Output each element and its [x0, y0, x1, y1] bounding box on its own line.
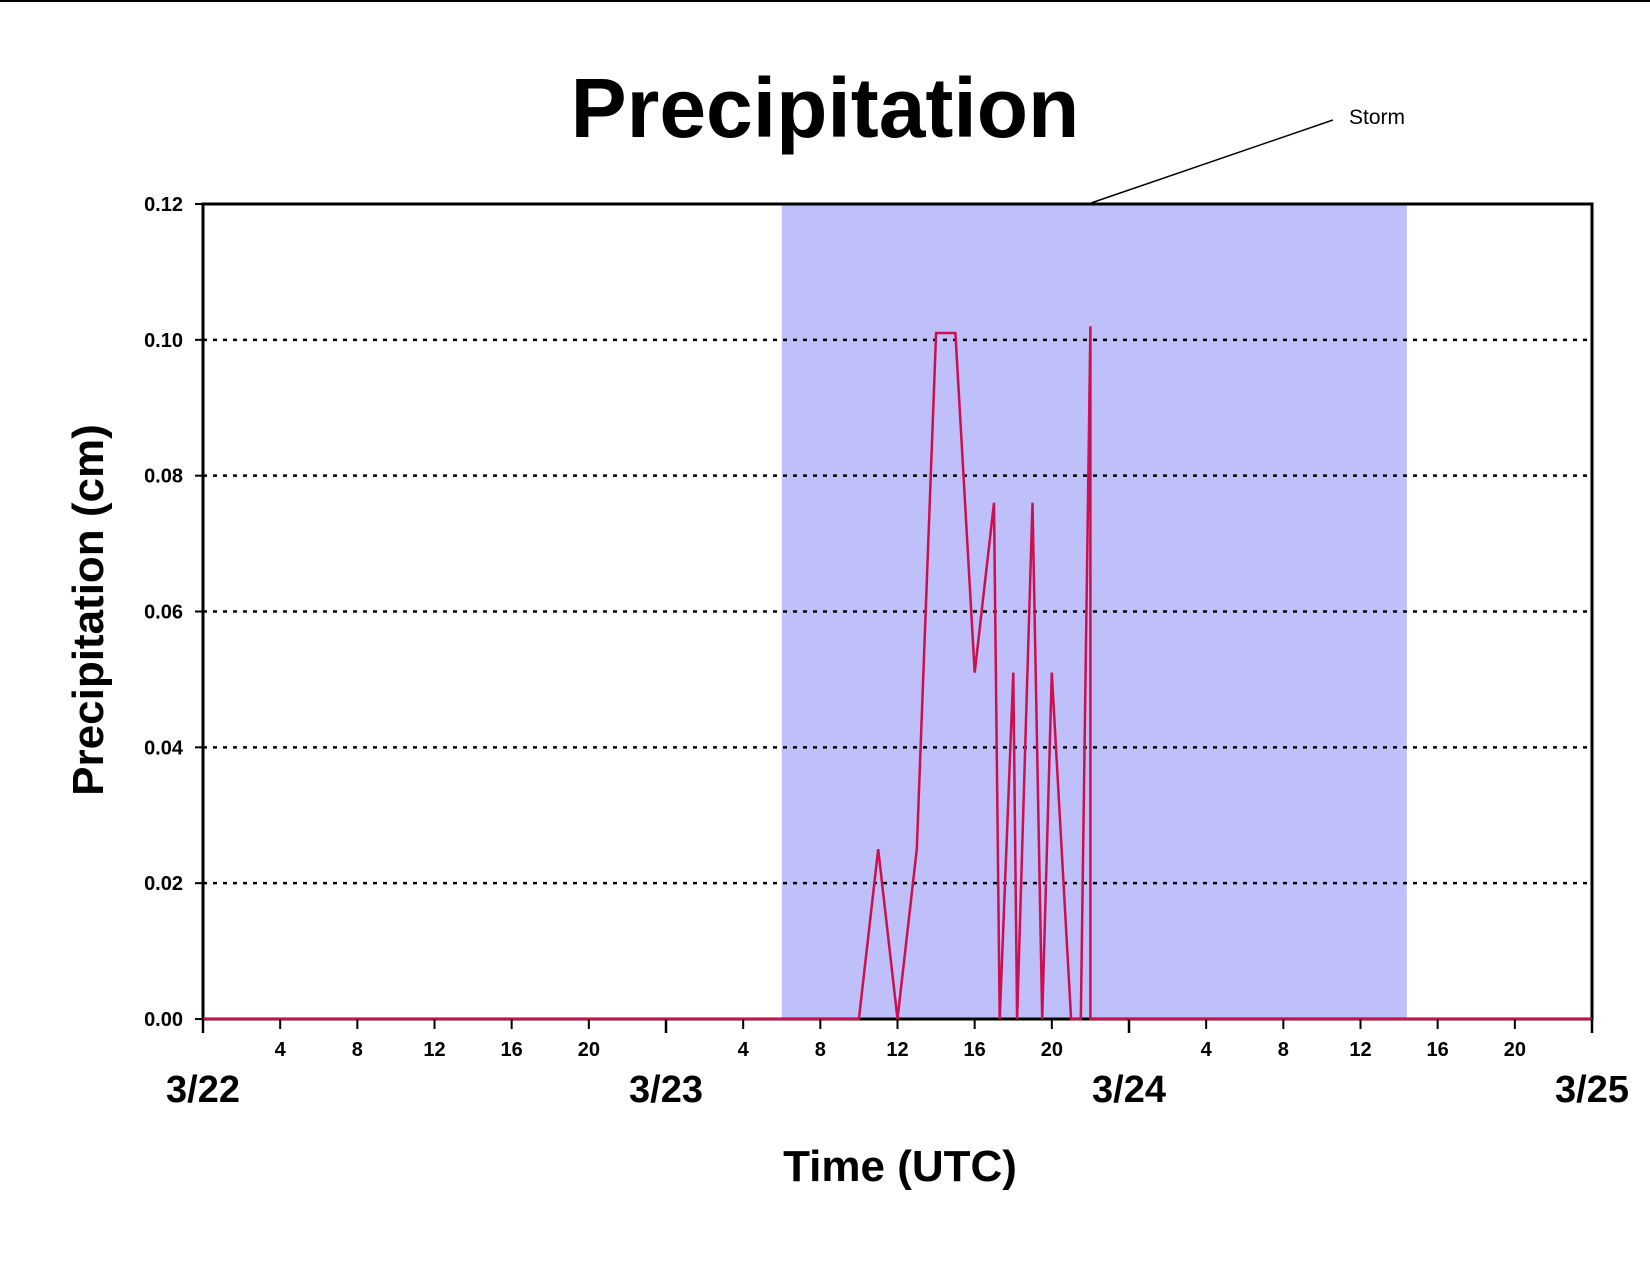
x-tick-label: 8: [1278, 1039, 1289, 1061]
storm-annotation-leader: [1090, 119, 1334, 204]
x-axis-day-labels: 3/22 3/23 3/24 3/25: [166, 1019, 1629, 1111]
day-label: 3/22: [166, 1069, 240, 1111]
y-tick-label: 0.10: [144, 330, 183, 352]
y-axis-title: Precipitation (cm): [64, 424, 113, 796]
x-tick-label: 20: [1504, 1039, 1526, 1061]
x-tick-label: 12: [1349, 1039, 1371, 1061]
x-tick-label: 12: [423, 1039, 445, 1061]
y-tick-label: 0.00: [144, 1009, 183, 1031]
y-tick-label: 0.02: [144, 873, 183, 895]
x-tick-label: 16: [964, 1039, 986, 1061]
x-tick-label: 8: [352, 1039, 363, 1061]
y-tick-label: 0.06: [144, 602, 183, 624]
x-tick-label: 16: [501, 1039, 523, 1061]
y-tick-label: 0.12: [144, 194, 183, 216]
y-axis-ticks: 0.00 0.02 0.04 0.06 0.08 0.10 0.12: [144, 194, 203, 1031]
x-tick-label: 8: [815, 1039, 826, 1061]
x-tick-label: 4: [275, 1039, 287, 1061]
y-tick-label: 0.08: [144, 466, 183, 488]
x-axis-ticks: 4 8 12 16 20 4 8 12 16 20 4 8 12 16 20: [275, 1019, 1526, 1061]
x-tick-label: 4: [1201, 1039, 1213, 1061]
x-tick-label: 16: [1427, 1039, 1449, 1061]
x-tick-label: 20: [578, 1039, 600, 1061]
x-tick-label: 12: [886, 1039, 908, 1061]
x-axis-title: Time (UTC): [783, 1142, 1017, 1191]
gridlines: [203, 338, 1592, 885]
day-label: 3/24: [1092, 1069, 1166, 1111]
chart-title: Precipitation: [571, 61, 1080, 155]
day-label: 3/25: [1555, 1069, 1629, 1111]
x-tick-label: 4: [738, 1039, 750, 1061]
precipitation-series-line: [203, 326, 1592, 1021]
y-tick-label: 0.04: [144, 737, 184, 759]
x-tick-label: 20: [1041, 1039, 1063, 1061]
storm-annotation-label: Storm: [1349, 106, 1405, 129]
day-label: 3/23: [629, 1069, 703, 1111]
